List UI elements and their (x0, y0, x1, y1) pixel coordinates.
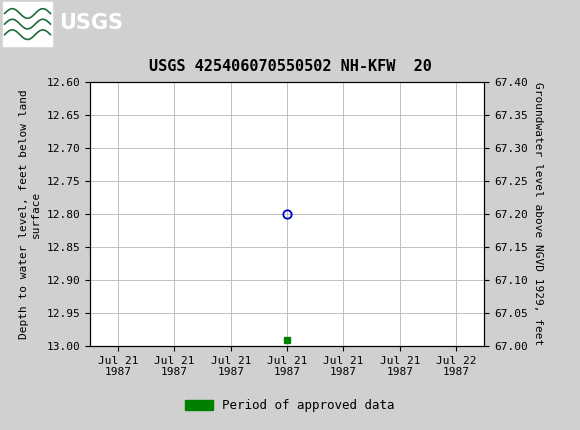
Text: USGS 425406070550502 NH-KFW  20: USGS 425406070550502 NH-KFW 20 (148, 59, 432, 74)
Bar (3, 3, 52, 46)
Y-axis label: Depth to water level, feet below land
surface: Depth to water level, feet below land su… (19, 89, 41, 339)
Legend: Period of approved data: Period of approved data (180, 394, 400, 417)
Text: USGS: USGS (59, 13, 123, 33)
Y-axis label: Groundwater level above NGVD 1929, feet: Groundwater level above NGVD 1929, feet (534, 82, 543, 346)
